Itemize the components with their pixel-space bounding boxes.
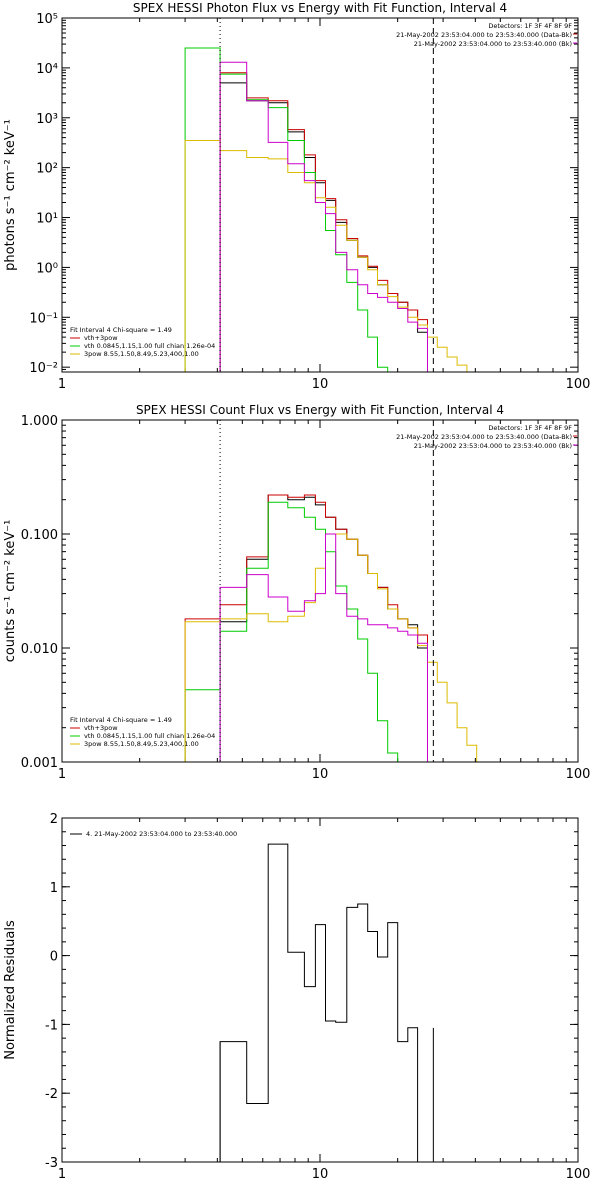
series-2-line <box>219 72 428 372</box>
x-tick-label: 10 <box>312 767 329 782</box>
legend-entry-1: 4. 21-May-2002 23:53:04.000 to 23:53:40.… <box>86 830 237 838</box>
legend-title: Fit Interval 4 Chi-square = 1.49 <box>70 326 172 334</box>
series-5-line <box>219 61 428 372</box>
y-tick-label: 0.001 <box>21 756 58 771</box>
header-line-2: 21-May-2002 23:53:04.000 to 23:53:40.000… <box>396 31 572 39</box>
x-tick-label: 100 <box>566 1167 591 1182</box>
chart-3: Normalized Residuals 1 10 100 -3 -2 -1 0 1 2 4. 21… <box>3 812 590 1182</box>
y-tick-label: 10⁻¹ <box>29 311 58 326</box>
y-axis-label: counts s⁻¹ cm⁻² keV⁻¹ <box>3 520 18 663</box>
y-tick-label: 2 <box>50 812 58 827</box>
y-axis-label: photons s⁻¹ cm⁻² keV⁻¹ <box>3 119 18 271</box>
legend-entry-3: 3pow 8.55,1.50,8.49,5.23,400,1.00 <box>84 740 199 748</box>
legend-title: Fit Interval 4 Chi-square = 1.49 <box>70 716 172 724</box>
header-line-2: 21-May-2002 23:53:04.000 to 23:53:40.000… <box>396 433 572 441</box>
legend-entry-1: vth+3pow <box>84 724 118 732</box>
chart-title: SPEX HESSI Count Flux vs Energy with Fit… <box>136 403 504 417</box>
chart-1: SPEX HESSI Photon Flux vs Energy with Fi… <box>3 1 590 392</box>
y-tick-label: 0.100 <box>21 528 58 543</box>
series-1-line <box>219 494 428 762</box>
legend-entry-2: vth 0.0845,1.15,1.00 full chian 1.26e-04 <box>84 342 215 350</box>
series-3-line <box>184 47 389 372</box>
y-tick-label: 0.010 <box>21 642 58 657</box>
y-tick-label: 10¹ <box>36 212 58 227</box>
header-line-3: 21-May-2002 23:53:04.000 to 23:53:40.000… <box>414 40 572 48</box>
series-2-line <box>184 494 428 762</box>
x-tick-label: 10 <box>312 1167 329 1182</box>
x-tick-label: 100 <box>566 767 591 782</box>
x-tick-label: 1 <box>58 377 66 392</box>
y-tick-label: 10⁰ <box>36 261 58 276</box>
y-tick-label: 10² <box>36 162 58 177</box>
x-tick-label: 10 <box>312 377 329 392</box>
series-4-line <box>184 140 468 372</box>
header-line-1: Detectors: 1F 3F 4F 8F 9F <box>488 22 572 30</box>
y-tick-label: 10⁴ <box>36 62 58 77</box>
x-tick-label: 100 <box>566 377 591 392</box>
plot-frame <box>61 419 579 763</box>
legend-entry-2: vth 0.0845,1.15,1.00 full chian 1.26e-04 <box>84 732 215 740</box>
x-tick-label: 1 <box>58 767 66 782</box>
series-1-line <box>219 843 419 1162</box>
y-tick-label: 1 <box>50 881 58 896</box>
x-tick-label: 1 <box>58 1167 66 1182</box>
y-tick-label: 10⁵ <box>36 12 58 27</box>
legend-entry-3: 3pow 8.55,1.50,8.49,5.23,400,1.00 <box>84 350 199 358</box>
header-line-1: Detectors: 1F 3F 4F 8F 9F <box>488 424 572 432</box>
series-5-line <box>219 533 428 762</box>
y-tick-label: 0 <box>50 950 58 965</box>
y-tick-label: 10⁻² <box>29 361 58 376</box>
chart-2: SPEX HESSI Count Flux vs Energy with Fit… <box>3 403 590 782</box>
plot-frame <box>61 817 579 1163</box>
y-tick-label: -2 <box>45 1087 58 1102</box>
series-3-line <box>184 501 399 762</box>
y-tick-label: -1 <box>45 1018 58 1033</box>
y-axis-label: Normalized Residuals <box>3 920 18 1060</box>
series-4-line <box>184 533 486 762</box>
chart-title: SPEX HESSI Photon Flux vs Energy with Fi… <box>133 1 507 15</box>
y-tick-label: 1.000 <box>21 414 58 429</box>
header-line-3: 21-May-2002 23:53:04.000 to 23:53:40.000… <box>414 442 572 450</box>
plot-frame <box>61 17 579 373</box>
legend-entry-1: vth+3pow <box>84 334 118 342</box>
y-tick-label: 10³ <box>36 112 58 127</box>
series-1-line <box>219 82 428 372</box>
y-tick-label: -3 <box>45 1156 58 1171</box>
